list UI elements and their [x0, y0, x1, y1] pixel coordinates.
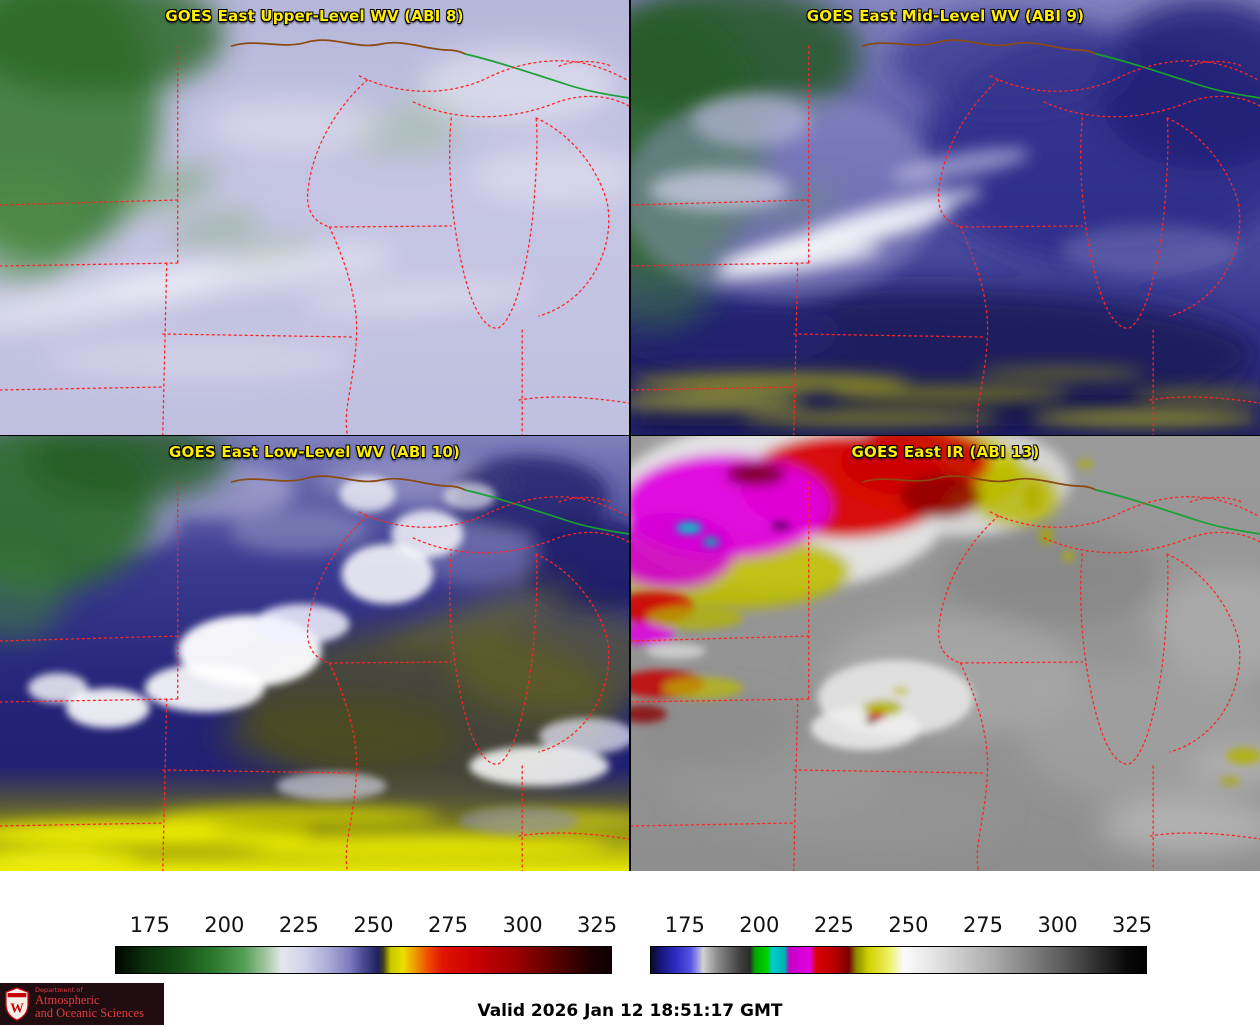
aos-logo-text: Department of Atmospheric and Oceanic Sc… — [35, 987, 144, 1020]
colorbar-tick: 250 — [888, 913, 929, 937]
colorbar-tick: 300 — [502, 913, 543, 937]
colorbar-ir: 175 200 225 250 275 300 325 — [650, 913, 1152, 975]
aos-logo: W Department of Atmospheric and Oceanic … — [0, 983, 164, 1025]
colorbar-tick: 225 — [813, 913, 854, 937]
logo-line-2: and Oceanic Sciences — [35, 1006, 144, 1021]
logo-line-1: Atmospheric — [35, 993, 100, 1008]
panel-title-low-wv: GOES East Low-Level WV (ABI 10) — [168, 443, 461, 461]
panel-mid-level-wv: GOES East Mid-Level WV (ABI 9) — [631, 0, 1260, 435]
colorbar-wv-ticks: 175 200 225 250 275 300 325 — [115, 913, 617, 943]
satellite-quad-panel: GOES East Upper-Level WV (ABI 8) — [0, 0, 1260, 871]
colorbar-tick: 275 — [962, 913, 1004, 937]
colorbar-tick: 200 — [739, 913, 780, 937]
panel-low-level-wv: GOES East Low-Level WV (ABI 10) — [0, 436, 629, 871]
panel-title-ir: GOES East IR (ABI 13) — [851, 443, 1040, 461]
colorbar-ir-ticks: 175 200 225 250 275 300 325 — [650, 913, 1152, 943]
satellite-image-low-wv — [0, 436, 629, 871]
panel-title-mid-wv: GOES East Mid-Level WV (ABI 9) — [806, 7, 1085, 25]
uw-crest-icon: W — [5, 987, 29, 1021]
satellite-image-ir — [631, 436, 1260, 871]
colorbar-tick: 175 — [129, 913, 170, 937]
satellite-image-mid-wv — [631, 0, 1260, 435]
panel-title-upper-wv: GOES East Upper-Level WV (ABI 8) — [165, 7, 464, 25]
panel-ir: GOES East IR (ABI 13) — [631, 436, 1260, 871]
colorbar-tick: 275 — [427, 913, 469, 937]
colorbar-tick: 175 — [664, 913, 705, 937]
logo-dept-line: Department of — [35, 986, 83, 995]
colorbar-tick: 300 — [1037, 913, 1078, 937]
colorbar-tick: 250 — [353, 913, 394, 937]
satellite-image-upper-wv — [0, 0, 629, 435]
colorbar-tick: 225 — [278, 913, 319, 937]
colorbar-tick: 325 — [1112, 913, 1153, 937]
panel-upper-level-wv: GOES East Upper-Level WV (ABI 8) — [0, 0, 629, 435]
colorbar-tick: 325 — [577, 913, 618, 937]
valid-time: Valid 2026 Jan 12 18:51:17 GMT — [477, 1001, 783, 1021]
colorbar-wv: 175 200 225 250 275 300 325 — [115, 913, 617, 975]
svg-text:W: W — [10, 1001, 24, 1016]
colorbar-wv-gradient — [115, 946, 612, 974]
colorbar-tick: 200 — [204, 913, 245, 937]
colorbar-ir-gradient — [650, 946, 1147, 974]
